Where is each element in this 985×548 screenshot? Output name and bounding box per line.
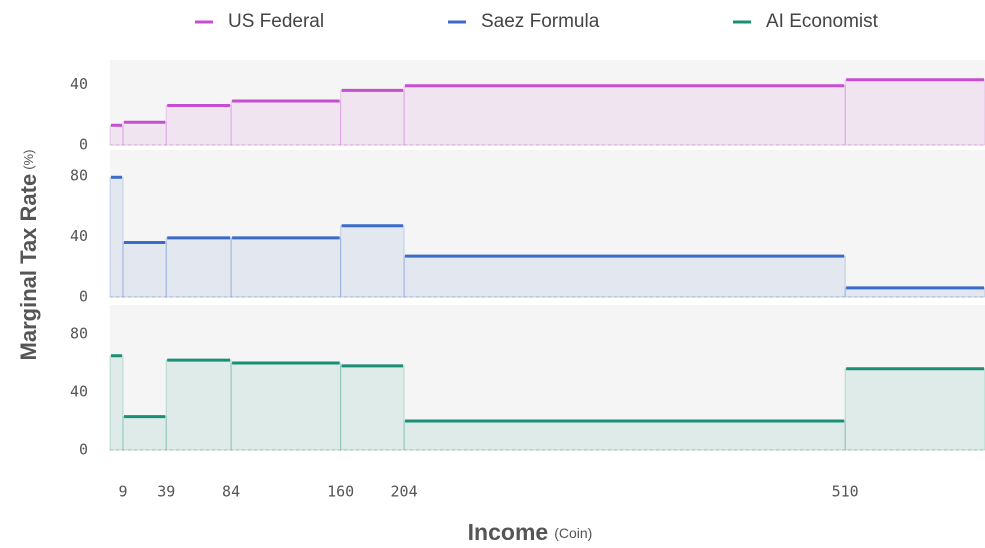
step-area bbox=[844, 368, 985, 451]
step-area bbox=[122, 241, 167, 298]
step-area bbox=[109, 355, 124, 451]
step-area bbox=[122, 121, 167, 146]
legend-label: Saez Formula bbox=[481, 11, 600, 32]
x-axis-title: Income (Coin) bbox=[468, 519, 593, 545]
step-area bbox=[230, 100, 342, 146]
x-tick-label: 510 bbox=[832, 483, 859, 501]
step-area bbox=[340, 89, 405, 146]
x-tick-label: 204 bbox=[391, 483, 418, 501]
x-label: Income bbox=[468, 519, 549, 545]
x-tick-label: 9 bbox=[118, 483, 127, 501]
x-tick-label: 84 bbox=[222, 483, 240, 501]
x-label-unit: (Coin) bbox=[554, 525, 592, 541]
legend-label: AI Economist bbox=[766, 11, 879, 32]
step-area bbox=[403, 255, 846, 298]
x-tick-label: 39 bbox=[157, 483, 175, 501]
step-area bbox=[340, 365, 405, 451]
step-area bbox=[403, 85, 846, 146]
panel-background bbox=[110, 305, 985, 450]
y-axis-title: Marginal Tax Rate (%) bbox=[16, 150, 41, 361]
y-tick-label: 0 bbox=[79, 136, 88, 154]
panel-background bbox=[110, 150, 985, 297]
y-tick-label: 0 bbox=[79, 441, 88, 459]
step-area bbox=[109, 124, 124, 146]
y-tick-label: 80 bbox=[70, 325, 88, 343]
panel-background bbox=[110, 60, 985, 145]
step-area bbox=[109, 176, 124, 298]
x-tick-label: 160 bbox=[327, 483, 354, 501]
y-label-unit: (%) bbox=[21, 150, 36, 170]
step-area bbox=[165, 105, 232, 146]
legend-label: US Federal bbox=[228, 11, 324, 32]
step-area bbox=[122, 416, 167, 451]
y-tick-label: 0 bbox=[79, 288, 88, 306]
y-tick-label: 40 bbox=[70, 227, 88, 245]
step-area bbox=[403, 420, 846, 451]
step-area bbox=[230, 237, 342, 298]
y-tick-label: 80 bbox=[70, 166, 88, 184]
y-tick-label: 40 bbox=[70, 383, 88, 401]
step-area bbox=[230, 362, 342, 451]
y-label: Marginal Tax Rate bbox=[16, 174, 41, 361]
step-area bbox=[340, 225, 405, 298]
step-area bbox=[844, 79, 985, 146]
step-area bbox=[165, 359, 232, 451]
step-area bbox=[165, 237, 232, 298]
y-tick-label: 40 bbox=[70, 75, 88, 93]
